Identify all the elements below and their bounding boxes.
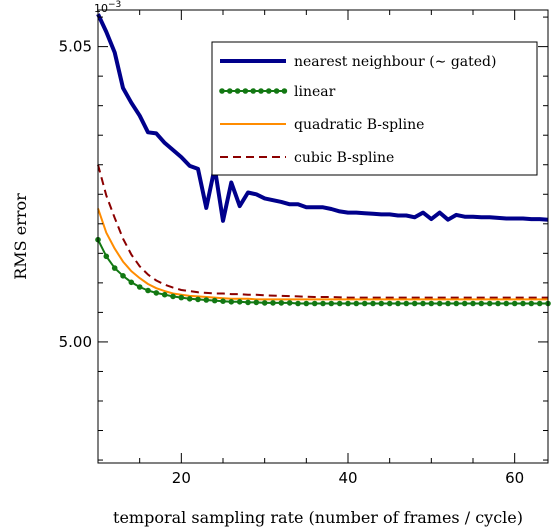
axis-ticks: 20 40 60 5.00 5.05 [59,10,548,487]
series-point-1 [395,300,401,307]
series-line-3 [97,164,548,299]
series-point-1 [211,297,218,304]
series-point-1 [145,287,151,294]
legend-swatch-point [258,88,264,94]
series-point-1 [161,291,168,298]
plot-lines [95,13,551,307]
series-point-1 [253,299,260,306]
series-point-1 [353,300,360,307]
series-point-1 [503,300,510,307]
series-point-1 [428,300,435,307]
series-point-1 [478,300,485,307]
x-axis-label: temporal sampling rate (number of frames… [113,508,523,527]
legend-swatch-point [281,88,288,94]
legend-box [211,41,538,176]
series-point-1 [336,300,343,307]
legend-label-0: nearest neighbour (∼ gated) [294,54,496,70]
series-point-1 [345,300,351,307]
series-point-1 [261,300,268,306]
series-point-1 [153,290,160,296]
y-tick-label: 5.05 [59,38,92,56]
series-point-1 [320,300,326,307]
series-point-1 [520,300,526,307]
series-point-1 [295,300,301,307]
series-point-1 [203,297,210,303]
y-axis-label: RMS error [11,193,30,280]
legend-swatch-point [273,88,280,94]
series-point-1 [403,300,410,307]
series-point-1 [286,300,293,306]
series-point-1 [370,300,376,307]
series-point-1 [270,300,276,306]
series-point-1 [136,284,143,290]
legend: nearest neighbour (∼ gated) linear quadrat… [211,41,538,176]
series-line-2 [97,208,548,301]
series-point-1 [511,300,518,307]
series-point-1 [378,300,385,307]
series-point-1 [236,299,243,305]
legend-swatch-point [227,88,233,94]
legend-swatch-point [234,88,241,94]
series-point-1 [103,253,110,260]
series-point-1 [128,279,135,286]
series-point-1 [536,300,543,307]
series-point-1 [486,300,493,307]
series-point-1 [445,300,451,307]
series-point-1 [528,300,535,307]
series-point-1 [461,300,468,307]
plot-frame [97,9,549,464]
series-point-1 [111,265,118,271]
series-point-1 [495,300,501,307]
legend-swatch-point [250,88,256,94]
legend-label-3: cubic B-spline [294,150,394,166]
series-point-1 [303,300,310,307]
series-point-1 [328,300,335,307]
series-point-1 [178,294,185,301]
series-point-1 [361,300,368,307]
series-point-1 [411,300,418,307]
series-point-1 [278,300,285,306]
series-point-1 [436,300,443,307]
legend-swatch-point [219,88,225,94]
series-point-1 [386,300,393,307]
series-point-1 [170,293,176,300]
y-scale-exponent: 10−3 [94,0,121,15]
series-point-1 [220,298,226,305]
series-point-1 [453,300,460,307]
series-point-1 [186,296,193,302]
series-point-1 [311,300,318,307]
series-line-0 [96,13,549,223]
series-point-1 [245,299,251,306]
series-point-1 [420,300,426,307]
series-point-1 [470,300,476,307]
series-point-1 [228,299,235,305]
series-point-1 [120,273,126,279]
legend-swatch-point [266,88,272,94]
x-tick-label: 20 [172,469,191,487]
legend-swatch-point [242,88,249,94]
x-tick-label: 60 [505,469,524,487]
series-point-1 [195,296,201,303]
legend-label-1: linear [294,84,336,100]
legend-label-2: quadratic B-spline [294,117,424,133]
y-tick-label: 5.00 [59,333,92,351]
x-tick-label: 40 [338,469,357,487]
